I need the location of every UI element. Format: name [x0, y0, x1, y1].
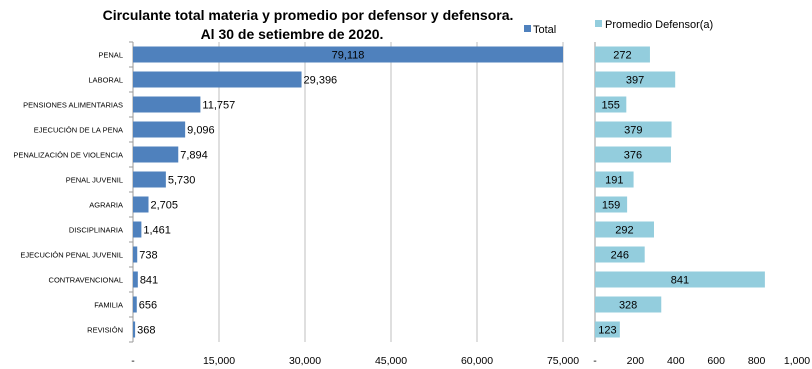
bar-total: [133, 246, 138, 263]
data-label-total: 738: [139, 250, 157, 262]
data-label-total: 79,118: [332, 50, 365, 62]
data-label-total: 656: [139, 300, 157, 312]
data-label-promedio: 376: [624, 150, 642, 162]
bar-promedio: [595, 271, 765, 288]
x-tick-label: 75,000: [547, 355, 579, 367]
x-tick-label: -: [131, 355, 135, 367]
data-label-promedio: 246: [611, 250, 629, 262]
x-tick-label: 200: [627, 355, 645, 367]
data-label-promedio: 328: [619, 300, 637, 312]
data-label-total: 841: [140, 275, 158, 287]
bar-promedio: [595, 246, 645, 263]
bar-promedio: [595, 171, 634, 188]
data-label-total: 5,730: [168, 175, 196, 187]
data-label-promedio: 123: [598, 325, 616, 337]
category-label: DISCIPLINARIA: [69, 226, 123, 235]
bar-promedio: [595, 71, 676, 88]
category-label: PENSIONES ALIMENTARIAS: [23, 101, 123, 110]
x-tick-label: 45,000: [375, 355, 407, 367]
bar-total: [133, 46, 563, 63]
chart-title: Circulante total materia y promedio por …: [103, 7, 514, 23]
bar-total: [133, 71, 302, 88]
data-label-total: 9,096: [187, 125, 215, 137]
legend-swatch-total: [524, 25, 531, 32]
legend-label-total: Total: [533, 24, 556, 36]
data-label-total: 29,396: [304, 75, 338, 87]
legend-swatch-promedio: [595, 20, 602, 27]
data-label-total: 368: [137, 325, 155, 337]
data-label-promedio: 397: [626, 75, 644, 87]
chart-subtitle: Al 30 de setiembre de 2020.: [201, 26, 384, 42]
bar-total: [133, 296, 137, 313]
total-panel: - 15,000 30,000 45,000 60,000 75,000 PENAL 79,1…: [13, 41, 579, 367]
bar-promedio: [595, 46, 650, 63]
category-label: CONTRAVENCIONAL: [49, 276, 123, 285]
category-label: AGRARIA: [89, 201, 123, 210]
data-label-promedio: 292: [615, 225, 633, 237]
data-label-promedio: 155: [601, 100, 619, 112]
data-label-total: 2,705: [151, 200, 179, 212]
category-label: EJECUCIÓN PENAL JUVENIL: [20, 251, 123, 260]
bar-total: [133, 196, 149, 213]
bar-total: [133, 221, 142, 238]
category-label: REVISIÓN: [87, 326, 123, 335]
category-label: PENAL: [98, 51, 123, 60]
x-tick-label: 60,000: [461, 355, 493, 367]
x-tick-label: 800: [748, 355, 766, 367]
bar-total: [133, 121, 186, 138]
x-tick-label: -: [593, 355, 597, 367]
data-label-promedio: 841: [671, 275, 689, 287]
x-tick-label: 400: [667, 355, 685, 367]
bar-total: [133, 271, 138, 288]
bar-promedio: [595, 221, 654, 238]
data-label-total: 11,757: [202, 100, 235, 112]
data-label-total: 7,894: [180, 150, 208, 162]
x-tick-label: 1,000: [784, 355, 810, 367]
bar-promedio: [595, 96, 627, 113]
bar-promedio: [595, 146, 671, 163]
legend: Total Promedio Defensor(a): [524, 19, 713, 36]
data-label-promedio: 159: [602, 200, 620, 212]
data-label-promedio: 379: [624, 125, 642, 137]
x-tick-label: 30,000: [289, 355, 321, 367]
category-label: PENAL JUVENIL: [66, 176, 123, 185]
legend-label-promedio: Promedio Defensor(a): [605, 19, 713, 31]
data-label-total: 1,461: [143, 225, 171, 237]
category-label: LABORAL: [88, 76, 123, 85]
bar-total: [133, 96, 201, 113]
bar-promedio: [595, 321, 620, 338]
bar-promedio: [595, 121, 672, 138]
x-tick-label: 15,000: [203, 355, 235, 367]
bar-total: [133, 321, 136, 338]
bar-promedio: [595, 296, 662, 313]
promedio-panel: - 200 400 600 800 1,000 272 397 155 379 376 191 159 2…: [593, 42, 810, 367]
data-label-promedio: 272: [613, 50, 631, 62]
category-label: PENALIZACIÓN DE VIOLENCIA: [13, 151, 123, 160]
data-label-promedio: 191: [605, 175, 623, 187]
bar-promedio: [595, 196, 628, 213]
bar-total: [133, 146, 179, 163]
x-tick-label: 600: [707, 355, 725, 367]
category-label: FAMILIA: [94, 301, 123, 310]
category-label: EJECUCIÓN DE LA PENA: [34, 126, 123, 135]
bar-total: [133, 171, 166, 188]
